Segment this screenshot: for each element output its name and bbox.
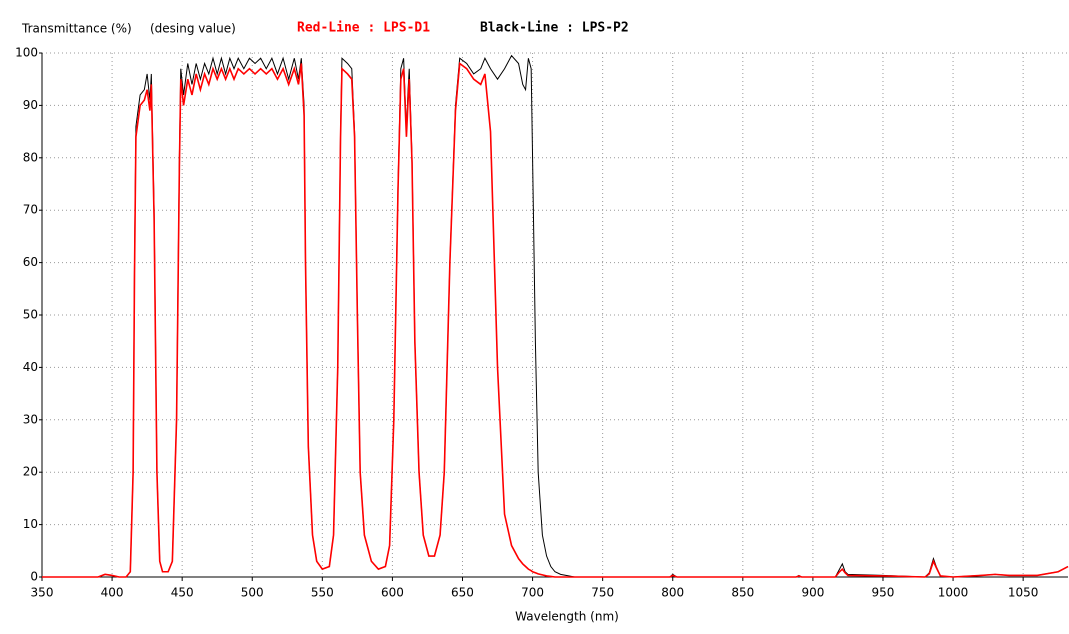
y-tick-label: 50 [23,308,38,322]
x-tick-label: 450 [171,586,194,600]
data-line [42,54,1069,578]
x-tick-label: 950 [872,586,895,600]
y-tick-label: 80 [23,150,38,164]
x-tick-label: 350 [31,586,54,600]
y-tick-label: 10 [23,517,38,531]
y-tick-label: 20 [23,465,38,479]
x-axis-label: Wavelength (nm) [515,610,619,624]
y-tick-label: 70 [23,203,38,217]
x-tick-label: 600 [381,586,404,600]
legend-entry: Red-Line : LPS-D1 [297,21,430,36]
y-tick-label: 40 [23,360,38,374]
y-tick-label: 0 [30,570,38,584]
x-tick-label: 550 [311,586,334,600]
x-tick-label: 850 [731,586,754,600]
x-tick-label: 750 [591,586,614,600]
x-tick-label: 800 [661,586,684,600]
y-tick-label: 100 [15,46,38,60]
subtitle: (desing value) [150,22,236,36]
y-tick-label: 30 [23,412,38,426]
y-tick-label: 60 [23,255,38,269]
y-axis-label: Transmittance (%) [21,22,132,36]
legend-entry: Black-Line : LPS-P2 [480,21,629,36]
x-tick-label: 400 [101,586,124,600]
x-tick-label: 1000 [938,586,969,600]
x-tick-label: 900 [801,586,824,600]
x-tick-label: 700 [521,586,544,600]
x-tick-label: 1050 [1008,586,1039,600]
data-line [42,61,1069,578]
x-tick-label: 650 [451,586,474,600]
y-tick-label: 90 [23,98,38,112]
x-tick-label: 500 [241,586,264,600]
